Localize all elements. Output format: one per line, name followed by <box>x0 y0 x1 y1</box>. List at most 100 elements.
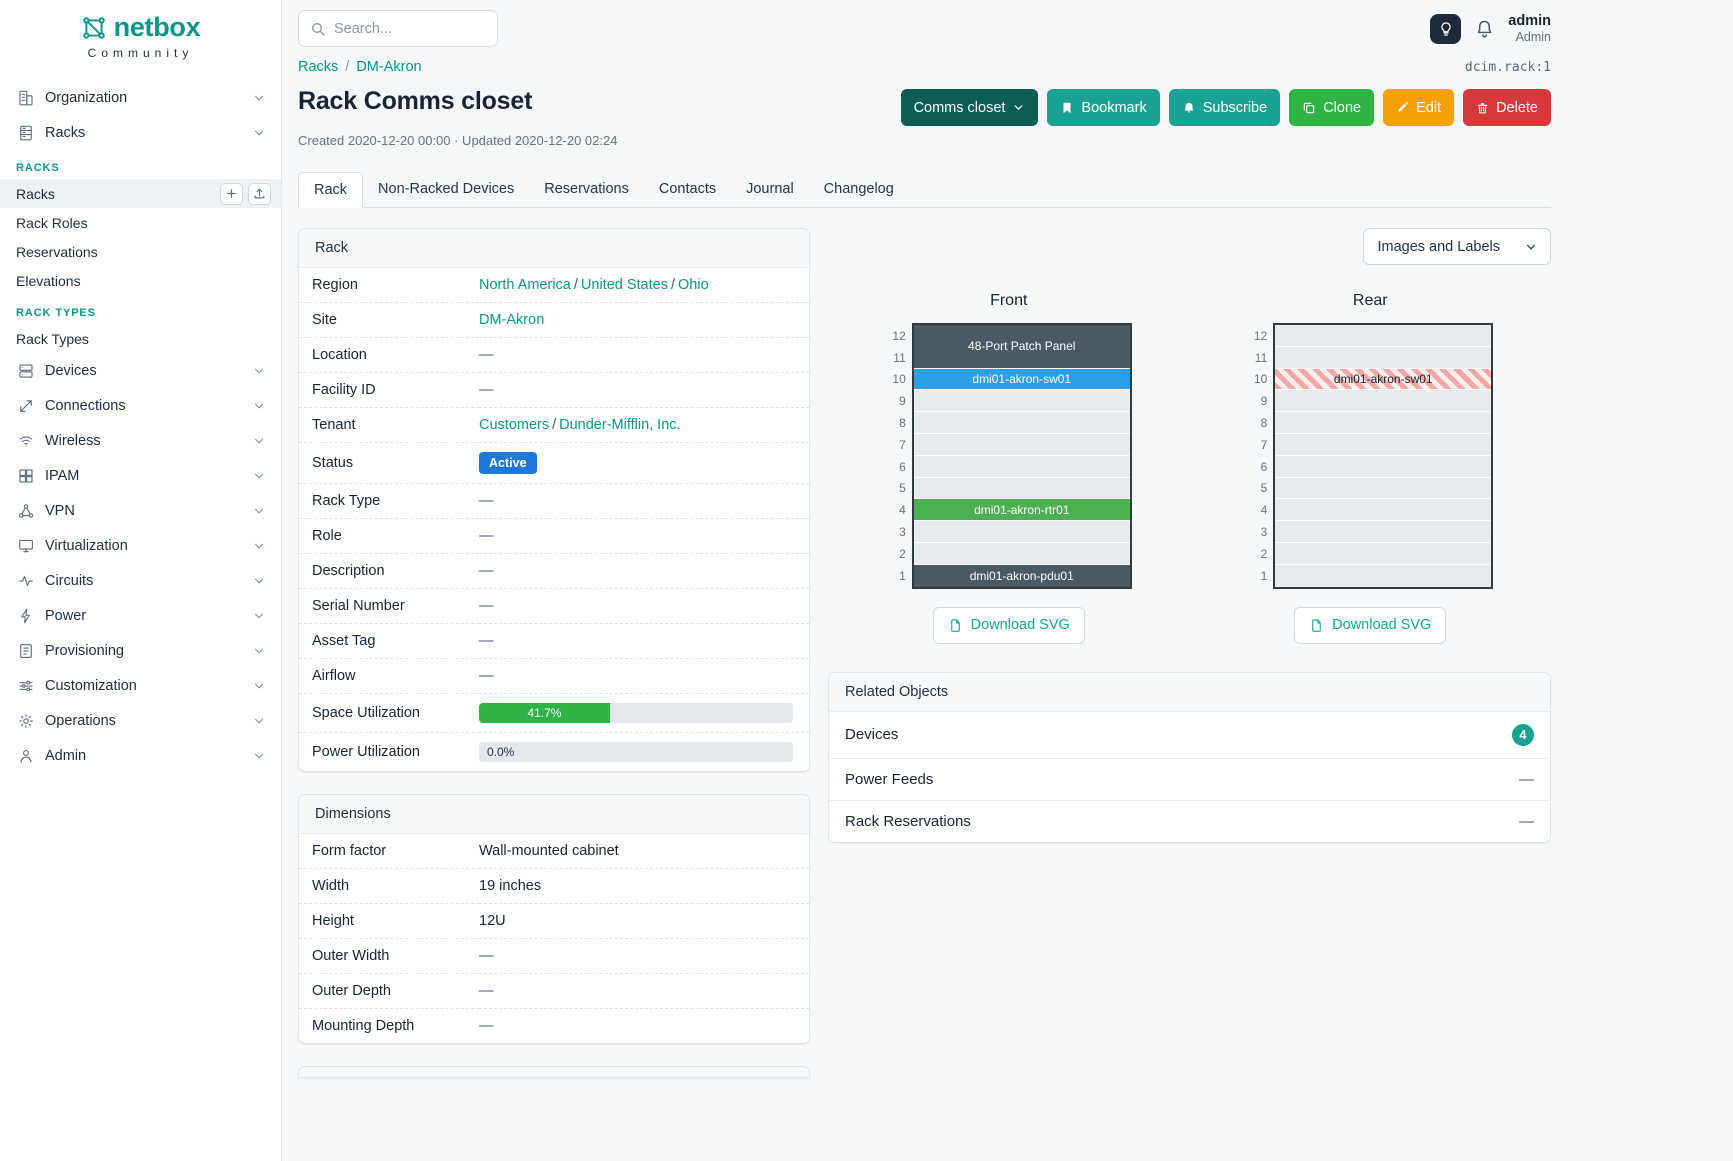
sidebar-item-ipam[interactable]: IPAM <box>0 458 281 493</box>
rack-empty-slot[interactable] <box>1275 455 1492 478</box>
rack-device-dmi01-akron-sw01[interactable]: dmi01-akron-sw01 <box>913 368 1130 391</box>
empty-value: — <box>479 633 494 649</box>
related-row-power-feeds[interactable]: Power Feeds — <box>829 757 1550 800</box>
download-svg-rear-button[interactable]: Download SVG <box>1294 606 1447 644</box>
rack-empty-slot[interactable] <box>1275 499 1492 522</box>
rack-empty-slot[interactable] <box>913 412 1130 434</box>
breadcrumb-separator: / <box>345 59 350 75</box>
rack-empty-slot[interactable] <box>913 521 1130 543</box>
search-input[interactable] <box>334 20 486 37</box>
sidebar-item-rack-roles[interactable]: Rack Roles <box>0 208 281 237</box>
tab-reservations[interactable]: Reservations <box>544 181 629 197</box>
sidebar-item-organization[interactable]: Organization <box>0 80 281 115</box>
provisioning-icon <box>16 641 36 661</box>
field-label: Outer Depth <box>299 973 479 1009</box>
rack-empty-slot[interactable] <box>913 542 1130 565</box>
sidebar-item-elevations[interactable]: Elevations <box>0 266 281 295</box>
sidebar-item-vpn[interactable]: VPN <box>0 493 281 528</box>
empty-value: — <box>479 528 494 544</box>
rear-elevation: Rear 12 11 10 9 8 7 6 5 4 3 2 1 dmi01-akron-sw01 Do… <box>1190 292 1552 644</box>
sidebar-item-circuits[interactable]: Circuits <box>0 563 281 598</box>
rack-empty-slot[interactable] <box>913 390 1130 413</box>
nav-label: Admin <box>45 747 87 764</box>
rack-empty-slot[interactable] <box>1275 390 1492 413</box>
rack-empty-slot[interactable] <box>1275 412 1492 434</box>
subscribe-button[interactable]: Subscribe <box>1168 89 1281 126</box>
sidebar-item-operations[interactable]: Operations <box>0 703 281 738</box>
site-link[interactable]: DM-Akron <box>479 312 545 328</box>
rack-empty-slot[interactable] <box>1275 325 1492 347</box>
search-box[interactable] <box>298 10 498 47</box>
sidebar-item-racks-group[interactable]: Racks <box>0 115 281 150</box>
clone-button[interactable]: Clone <box>1289 89 1375 126</box>
breadcrumb-site-link[interactable]: DM-Akron <box>356 59 422 75</box>
rack-empty-slot[interactable] <box>1275 564 1492 587</box>
sidebar-item-connections[interactable]: Connections <box>0 388 281 423</box>
tab-journal[interactable]: Journal <box>746 181 794 197</box>
operations-icon <box>16 711 36 731</box>
unit-number: 6 <box>899 459 906 474</box>
add-rack-button[interactable] <box>220 182 243 205</box>
rack-device-dmi01-akron-rtr01[interactable]: dmi01-akron-rtr01 <box>913 499 1130 522</box>
unit-number: 8 <box>1260 416 1268 431</box>
download-svg-label: Download SVG <box>970 617 1070 634</box>
tab-rack[interactable]: Rack <box>298 172 364 208</box>
rack-empty-slot[interactable] <box>1275 542 1492 565</box>
rack-empty-slot[interactable] <box>1275 433 1492 456</box>
vpn-icon <box>16 501 36 521</box>
rack-empty-slot[interactable] <box>913 433 1130 456</box>
tab-non-racked-devices[interactable]: Non-Racked Devices <box>378 181 515 197</box>
rack-empty-slot[interactable] <box>913 477 1130 500</box>
rack-device-dmi01-akron-sw01[interactable]: dmi01-akron-sw01 <box>1275 368 1492 391</box>
sidebar-item-provisioning[interactable]: Provisioning <box>0 633 281 668</box>
related-row-devices[interactable]: Devices 4 <box>829 712 1550 758</box>
edit-button[interactable]: Edit <box>1383 89 1455 126</box>
rack-empty-slot[interactable] <box>1275 521 1492 543</box>
user-menu[interactable]: admin Admin <box>1508 12 1551 46</box>
theme-toggle-button[interactable] <box>1430 13 1462 44</box>
rack-empty-slot[interactable] <box>1275 477 1492 500</box>
file-icon <box>948 618 963 633</box>
notifications-bell-icon[interactable] <box>1474 18 1495 39</box>
tab-contacts[interactable]: Contacts <box>658 181 717 197</box>
sidebar-item-reservations[interactable]: Reservations <box>0 237 281 266</box>
download-svg-front-button[interactable]: Download SVG <box>932 606 1085 644</box>
rack-empty-slot[interactable] <box>913 455 1130 478</box>
netbox-brand[interactable]: netbox Community <box>0 0 281 68</box>
tenant-group-link[interactable]: Customers <box>479 417 550 433</box>
chevron-down-icon <box>252 91 266 105</box>
sidebar-item-customization[interactable]: Customization <box>0 668 281 703</box>
empty-value: — <box>479 983 494 999</box>
chevron-down-icon <box>252 714 266 728</box>
rack-card: Rack Region North America / United States /… <box>298 228 810 772</box>
sidebar-item-power[interactable]: Power <box>0 598 281 633</box>
related-objects-title: Related Objects <box>829 672 1550 712</box>
location-context-dropdown[interactable]: Comms closet <box>900 89 1039 126</box>
tab-changelog[interactable]: Changelog <box>823 181 894 197</box>
breadcrumb-racks-link[interactable]: Racks <box>298 59 339 75</box>
partial-next-card <box>298 1066 810 1078</box>
tenant-link[interactable]: Dunder-Mifflin, Inc. <box>559 417 681 433</box>
rack-empty-slot[interactable] <box>1275 346 1492 369</box>
import-racks-button[interactable] <box>248 182 271 205</box>
rack-device-dmi01-akron-pdu01[interactable]: dmi01-akron-pdu01 <box>913 564 1130 587</box>
sidebar-item-rack-types[interactable]: Rack Types <box>0 324 281 353</box>
region-link[interactable]: United States <box>580 277 668 293</box>
sidebar-item-admin[interactable]: Admin <box>0 738 281 773</box>
table-row: Height 12U <box>299 903 809 939</box>
delete-button[interactable]: Delete <box>1463 89 1551 126</box>
nav-label: Circuits <box>45 572 94 589</box>
unit-number: 3 <box>899 525 906 540</box>
images-and-labels-select[interactable]: Images and Labels <box>1363 228 1551 265</box>
sidebar-item-devices[interactable]: Devices <box>0 353 281 388</box>
region-link[interactable]: North America <box>479 277 571 293</box>
display-select-label: Images and Labels <box>1377 238 1500 255</box>
table-row: Outer Depth — <box>299 973 809 1009</box>
sidebar-item-virtualization[interactable]: Virtualization <box>0 528 281 563</box>
related-row-rack-reservations[interactable]: Rack Reservations — <box>829 799 1550 842</box>
sidebar-item-wireless[interactable]: Wireless <box>0 423 281 458</box>
rack-device-48-port-patch-panel[interactable]: 48-Port Patch Panel <box>913 325 1130 369</box>
region-link[interactable]: Ohio <box>678 277 709 293</box>
bookmark-button[interactable]: Bookmark <box>1047 89 1160 126</box>
sidebar-item-racks[interactable]: Racks <box>0 179 281 208</box>
